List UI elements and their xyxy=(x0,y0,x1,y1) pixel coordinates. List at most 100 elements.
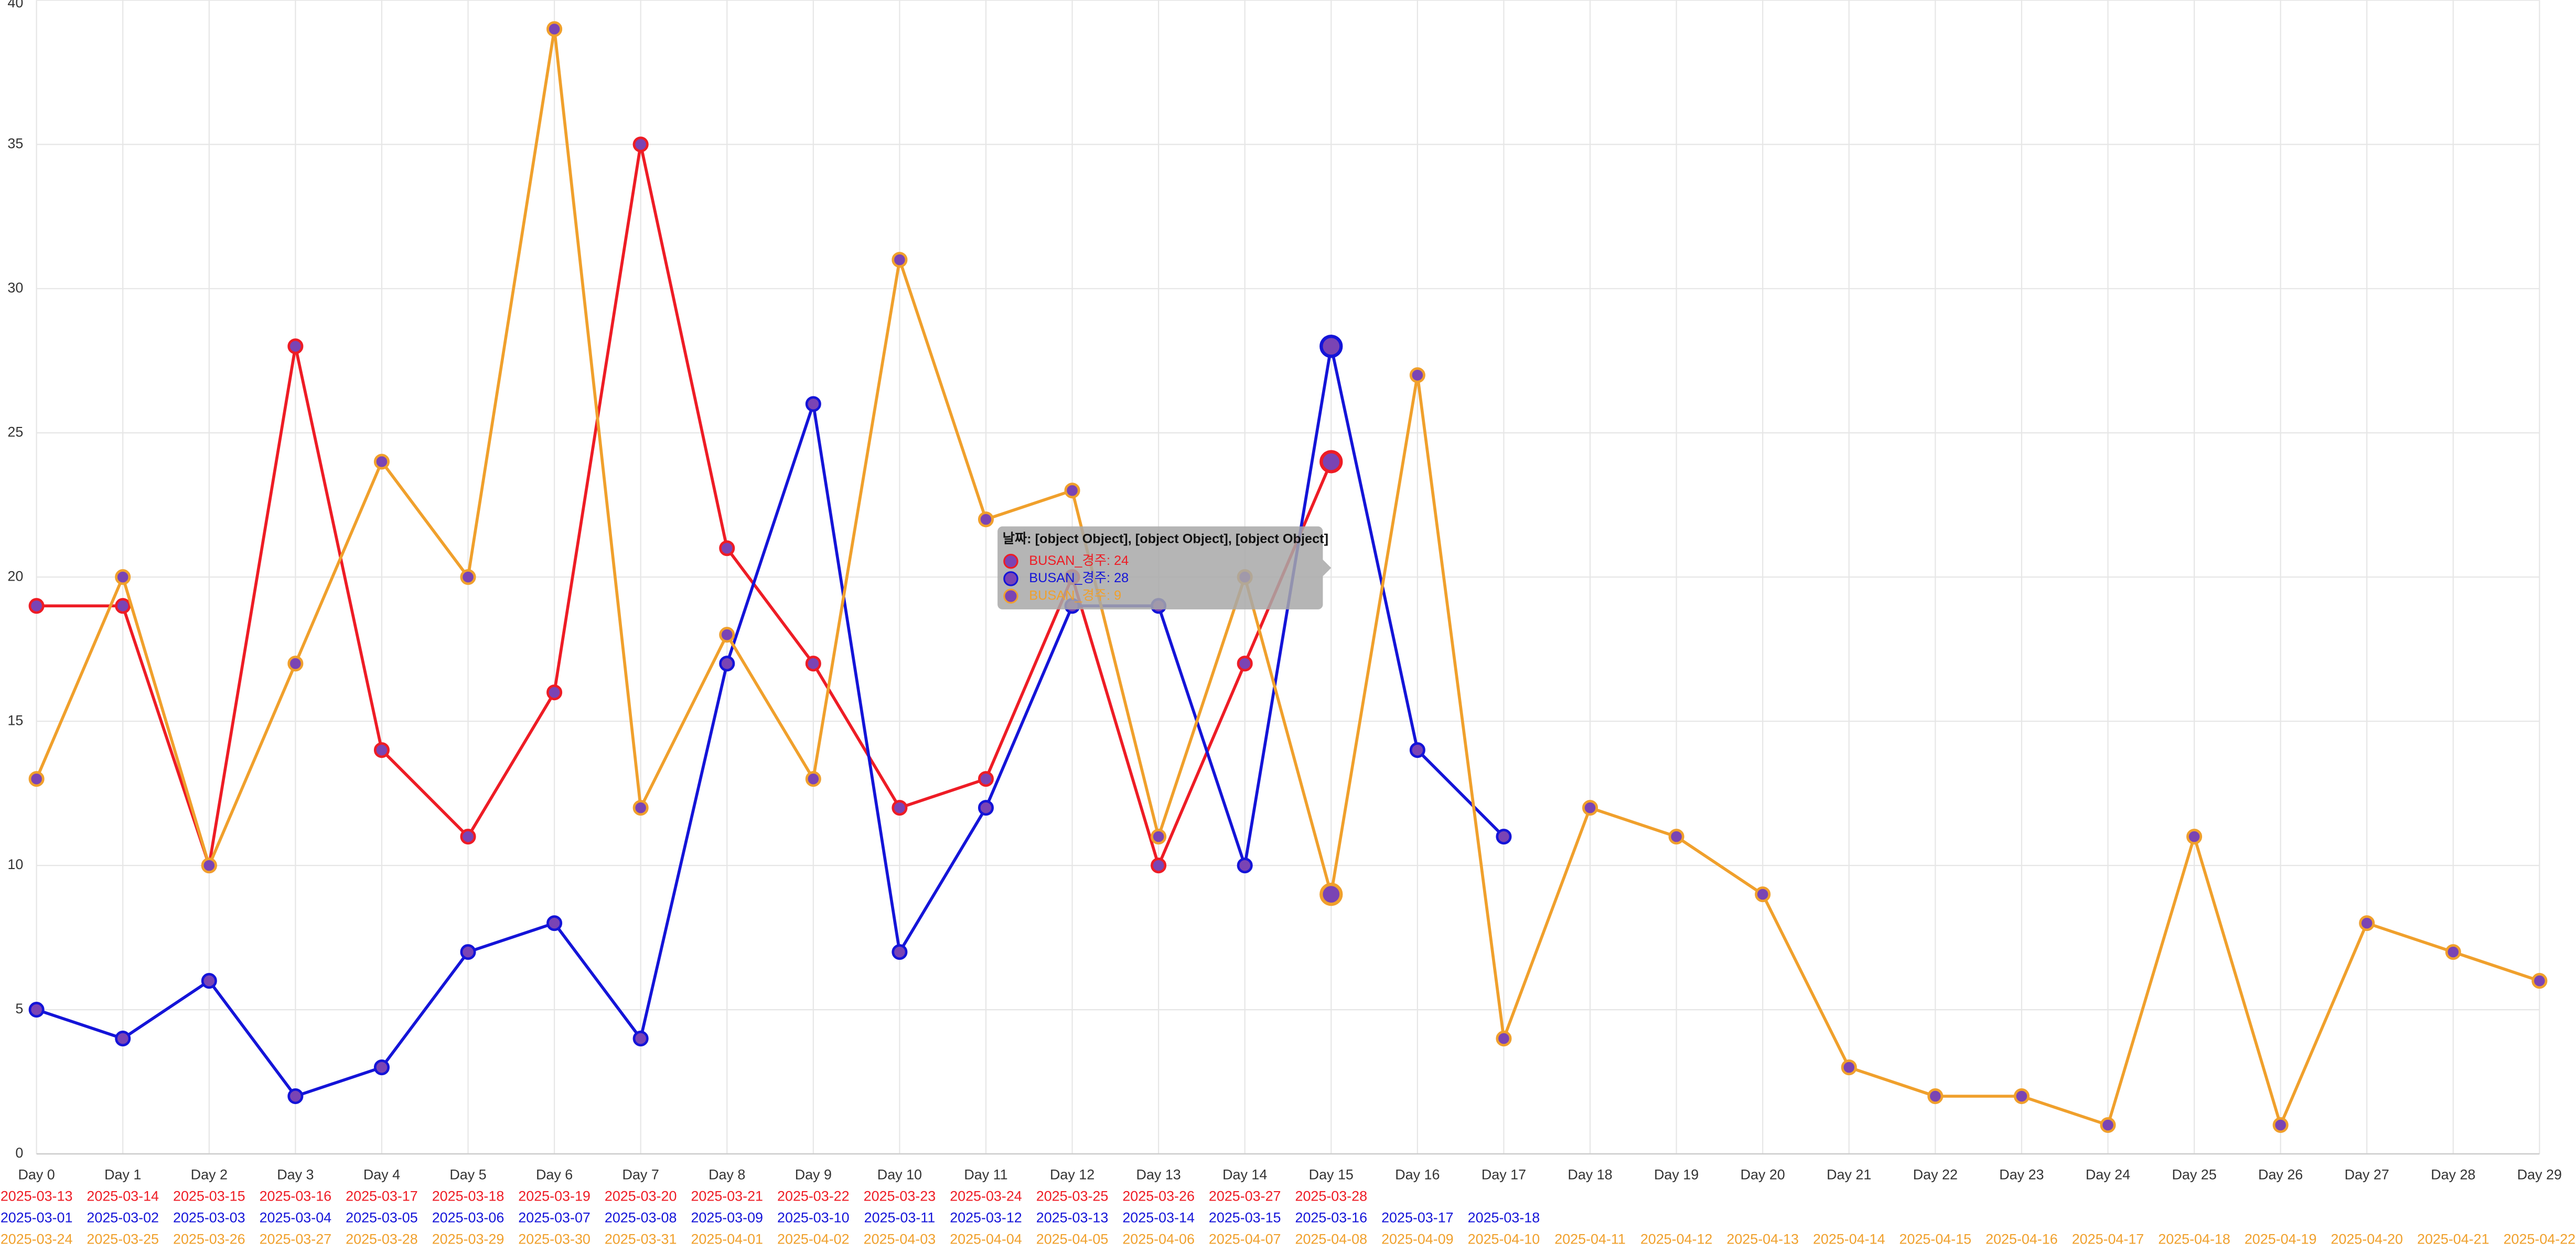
data-point xyxy=(805,656,821,672)
date-label: 2025-03-24 xyxy=(1,1231,73,1247)
data-point xyxy=(892,800,908,816)
date-label: 2025-03-29 xyxy=(432,1231,505,1247)
data-point xyxy=(1237,858,1253,874)
data-point xyxy=(1237,656,1253,672)
x-tick-label: Day 13 xyxy=(1136,1166,1181,1182)
data-point xyxy=(632,1031,649,1047)
date-label: 2025-03-14 xyxy=(1122,1210,1195,1226)
data-point xyxy=(1496,1031,1512,1047)
date-label: 2025-03-23 xyxy=(864,1188,936,1204)
date-label: 2025-03-22 xyxy=(777,1188,850,1204)
data-point xyxy=(2186,829,2203,845)
data-point xyxy=(719,627,735,643)
tooltip: 날짜: [object Object], [object Object], [o… xyxy=(997,526,1332,609)
x-tick-label: Day 22 xyxy=(1913,1166,1958,1182)
data-point xyxy=(115,569,131,585)
date-label: 2025-04-08 xyxy=(1295,1231,1368,1247)
x-tick-label: Day 17 xyxy=(1482,1166,1526,1182)
series-line xyxy=(36,144,1333,870)
y-tick-label: 0 xyxy=(15,1145,23,1161)
data-point xyxy=(115,1031,131,1047)
y-tick-label: 30 xyxy=(7,280,23,295)
data-point xyxy=(2531,973,2548,989)
data-point xyxy=(2100,1117,2116,1133)
date-label: 2025-04-03 xyxy=(864,1231,936,1247)
data-point xyxy=(201,858,217,874)
x-tick-label: Day 0 xyxy=(18,1166,55,1182)
date-label: 2025-03-06 xyxy=(432,1210,505,1226)
date-label: 2025-04-18 xyxy=(2158,1231,2230,1247)
x-tick-label: Day 5 xyxy=(449,1166,486,1182)
date-label: 2025-04-04 xyxy=(950,1231,1022,1247)
data-point xyxy=(892,944,908,960)
x-tick-label: Day 9 xyxy=(795,1166,832,1182)
y-tick-label: 5 xyxy=(15,1001,23,1016)
x-tick-label: Day 14 xyxy=(1222,1166,1267,1182)
data-point xyxy=(1755,886,1771,903)
data-point xyxy=(1151,858,1167,874)
date-label: 2025-03-15 xyxy=(173,1188,245,1204)
date-label: 2025-03-13 xyxy=(1036,1210,1109,1226)
date-label: 2025-03-02 xyxy=(87,1210,159,1226)
x-tick-label: Day 4 xyxy=(363,1166,400,1182)
date-label: 2025-03-24 xyxy=(950,1188,1022,1204)
x-tick-label: Day 8 xyxy=(709,1166,745,1182)
data-point xyxy=(1841,1059,1857,1076)
date-label: 2025-04-07 xyxy=(1209,1231,1281,1247)
x-tick-label: Day 21 xyxy=(1827,1166,1871,1182)
x-tick-label: Day 7 xyxy=(622,1166,659,1182)
data-point xyxy=(2445,944,2461,960)
data-point xyxy=(28,771,45,787)
date-label: 2025-03-27 xyxy=(1209,1188,1281,1204)
x-tick-label: Day 2 xyxy=(191,1166,228,1182)
data-point xyxy=(1927,1088,1944,1105)
date-label: 2025-03-19 xyxy=(518,1188,591,1204)
y-tick-label: 25 xyxy=(7,424,23,440)
date-label: 2025-04-15 xyxy=(1899,1231,1972,1247)
x-tick-label: Day 29 xyxy=(2517,1166,2562,1182)
data-point xyxy=(892,252,908,268)
date-label: 2025-03-17 xyxy=(1381,1210,1454,1226)
date-label: 2025-03-25 xyxy=(1036,1188,1109,1204)
y-tick-label: 40 xyxy=(7,0,23,10)
x-tick-label: Day 24 xyxy=(2086,1166,2130,1182)
date-label: 2025-04-20 xyxy=(2331,1231,2403,1247)
date-label: 2025-04-01 xyxy=(691,1231,763,1247)
date-label: 2025-03-11 xyxy=(864,1210,936,1226)
date-label: 2025-03-10 xyxy=(777,1210,850,1226)
date-label: 2025-04-19 xyxy=(2245,1231,2317,1247)
y-tick-label: 20 xyxy=(7,568,23,584)
date-label: 2025-04-11 xyxy=(1554,1231,1626,1247)
date-label: 2025-03-04 xyxy=(260,1210,332,1226)
data-point xyxy=(805,396,821,412)
data-point xyxy=(1409,742,1425,758)
data-point xyxy=(1496,829,1512,845)
data-point xyxy=(460,569,476,585)
date-label: 2025-04-05 xyxy=(1036,1231,1109,1247)
data-point xyxy=(978,800,994,816)
date-label: 2025-03-18 xyxy=(432,1188,505,1204)
tooltip-caret xyxy=(1323,559,1332,576)
date-label: 2025-03-31 xyxy=(605,1231,677,1247)
data-point xyxy=(805,771,821,787)
date-label: 2025-03-26 xyxy=(173,1231,245,1247)
x-tick-label: Day 28 xyxy=(2431,1166,2475,1182)
data-point xyxy=(28,1002,45,1018)
date-label: 2025-03-26 xyxy=(1122,1188,1195,1204)
data-point xyxy=(632,136,649,153)
date-label: 2025-04-10 xyxy=(1468,1231,1540,1247)
date-label: 2025-03-20 xyxy=(605,1188,677,1204)
tooltip-item: BUSAN_경주: 28 xyxy=(1029,571,1129,585)
data-point xyxy=(978,511,994,528)
date-label: 2025-03-28 xyxy=(1295,1188,1368,1204)
date-label: 2025-03-15 xyxy=(1209,1210,1281,1226)
date-label: 2025-03-16 xyxy=(260,1188,332,1204)
x-tick-label: Day 11 xyxy=(964,1166,1007,1182)
tooltip-marker xyxy=(1003,553,1018,569)
data-point xyxy=(1319,450,1343,474)
data-point xyxy=(1319,882,1343,906)
tooltip-title: 날짜: [object Object], [object Object], [o… xyxy=(1003,532,1328,547)
x-tick-label: Day 3 xyxy=(277,1166,314,1182)
tooltip-marker xyxy=(1003,588,1018,604)
